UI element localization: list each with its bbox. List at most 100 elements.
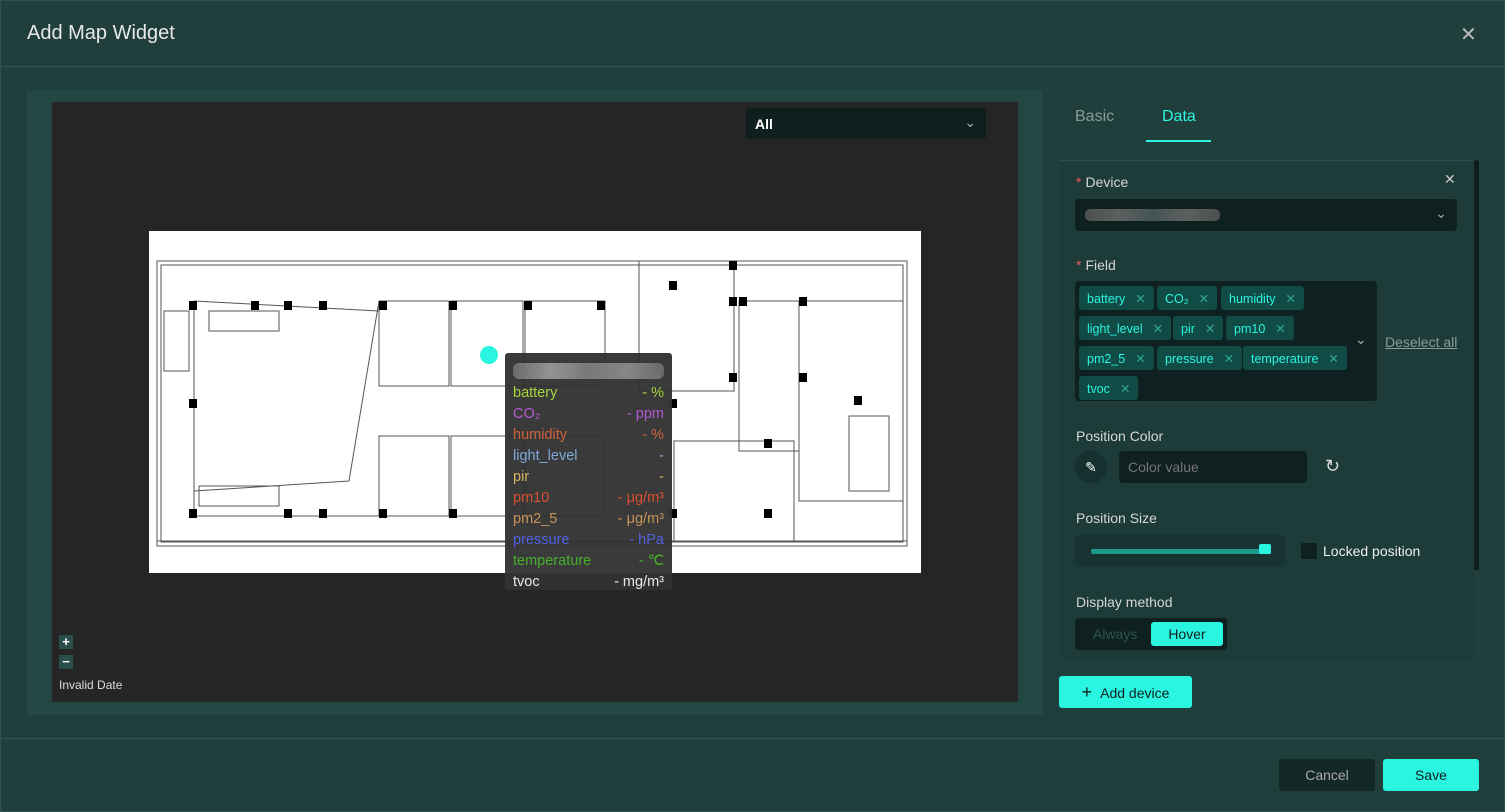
field-tag: CO₂ ✕ <box>1157 286 1218 310</box>
field-tag-label: tvoc <box>1087 382 1110 396</box>
tooltip-value: - μg/m³ <box>617 511 664 527</box>
remove-tag-icon[interactable]: ✕ <box>1328 352 1339 366</box>
eyedropper-icon[interactable]: ✎ <box>1075 451 1107 483</box>
tooltip-value: - <box>659 448 664 464</box>
floor-plan-drawing <box>156 260 908 547</box>
zoom-in-button[interactable]: + <box>59 635 73 649</box>
tooltip-field: battery <box>513 385 558 401</box>
save-button[interactable]: Save <box>1383 759 1479 791</box>
chevron-down-icon[interactable]: ⌄ <box>1355 331 1367 347</box>
tooltip-row: light_level - <box>513 448 664 469</box>
color-value-input[interactable] <box>1119 451 1307 483</box>
tooltip-value: - μg/m³ <box>617 490 664 506</box>
field-tag-label: temperature <box>1251 352 1319 366</box>
tooltip-value: - % <box>642 427 664 443</box>
remove-tag-icon[interactable]: ✕ <box>1152 322 1164 336</box>
zoom-out-button[interactable]: − <box>59 655 73 669</box>
display-option-always[interactable]: Always <box>1093 626 1138 642</box>
remove-tag-icon[interactable]: ✕ <box>1223 352 1235 366</box>
device-position-marker[interactable] <box>480 346 498 364</box>
locked-position-checkbox[interactable] <box>1301 543 1317 559</box>
device-data-tooltip: battery - % CO₂ - ppm humidity - % light_level… <box>505 353 672 590</box>
device-label: * Device <box>1076 174 1129 190</box>
field-tag-label: light_level <box>1087 322 1143 336</box>
field-tag: pir ✕ <box>1173 316 1224 340</box>
field-tag: light_level ✕ <box>1079 316 1172 340</box>
field-multiselect[interactable]: battery ✕ CO₂ ✕ humidity ✕ light_level ✕ pir ✕ pm1… <box>1075 281 1377 401</box>
filter-value: All <box>755 116 773 132</box>
chevron-down-icon: ⌄ <box>1435 205 1447 221</box>
remove-tag-icon[interactable]: ✕ <box>1135 292 1146 306</box>
map-timestamp: Invalid Date <box>59 678 123 692</box>
display-option-hover[interactable]: Hover <box>1151 622 1223 646</box>
position-size-label: Position Size <box>1076 510 1157 526</box>
tooltip-field: pressure <box>513 532 570 548</box>
device-select[interactable]: ⌄ <box>1075 199 1457 231</box>
device-config-card <box>1060 160 1475 660</box>
tooltip-value: - hPa <box>629 532 664 548</box>
scrollbar[interactable] <box>1474 160 1479 570</box>
remove-device-icon[interactable]: ✕ <box>1444 171 1456 187</box>
tooltip-field: pir <box>513 469 530 485</box>
position-size-slider[interactable] <box>1075 535 1285 567</box>
field-tag-label: CO₂ <box>1165 292 1189 306</box>
tooltip-row: humidity - % <box>513 427 664 448</box>
device-name-blurred <box>1085 209 1220 221</box>
field-tag-label: humidity <box>1229 292 1276 306</box>
tooltip-value: - mg/m³ <box>614 574 664 590</box>
position-color-label: Position Color <box>1076 428 1164 444</box>
remove-tag-icon[interactable]: ✕ <box>1275 322 1286 336</box>
display-method-toggle: Always Hover <box>1075 618 1227 650</box>
close-icon[interactable]: ✕ <box>1460 24 1477 46</box>
tooltip-field: humidity <box>513 427 567 443</box>
tooltip-row: CO₂ - ppm <box>513 406 664 427</box>
remove-tag-icon[interactable]: ✕ <box>1135 352 1146 366</box>
reset-color-icon[interactable]: ↻ <box>1325 456 1341 476</box>
remove-tag-icon[interactable]: ✕ <box>1198 292 1210 306</box>
tooltip-value: - ppm <box>626 406 664 422</box>
locked-position-label: Locked position <box>1323 543 1421 559</box>
slider-track <box>1091 549 1271 554</box>
field-tag-label: pm10 <box>1234 322 1266 336</box>
field-tag: pressure ✕ <box>1157 346 1243 370</box>
remove-tag-icon[interactable]: ✕ <box>1285 292 1297 306</box>
tab-basic[interactable]: Basic <box>1075 108 1115 125</box>
display-method-label: Display method <box>1076 594 1173 610</box>
tooltip-value: - % <box>642 385 664 401</box>
field-label: * Field <box>1076 257 1116 273</box>
add-device-button[interactable]: + Add device <box>1059 676 1192 708</box>
deselect-all-link[interactable]: Deselect all <box>1385 334 1458 350</box>
field-tag: battery ✕ <box>1079 286 1154 310</box>
plus-icon: + <box>1081 682 1093 702</box>
field-tag-label: pir <box>1181 322 1195 336</box>
remove-tag-icon[interactable]: ✕ <box>1204 322 1216 336</box>
tooltip-field: temperature <box>513 553 592 569</box>
remove-tag-icon[interactable]: ✕ <box>1119 382 1131 396</box>
tooltip-field: CO₂ <box>513 406 541 422</box>
field-tag-label: pm2_5 <box>1087 352 1126 366</box>
tooltip-row: pressure - hPa <box>513 532 664 553</box>
header-divider <box>0 66 1505 67</box>
tooltip-row: pm2_5 - μg/m³ <box>513 511 664 532</box>
chevron-down-icon: ⌄ <box>964 114 976 130</box>
active-tab-indicator <box>1146 140 1211 142</box>
device-name-blurred <box>513 363 664 379</box>
footer-divider <box>0 738 1505 739</box>
cancel-button[interactable]: Cancel <box>1279 759 1375 791</box>
tab-data[interactable]: Data <box>1162 108 1196 125</box>
device-filter-select[interactable]: All ⌄ <box>746 108 986 139</box>
field-tag-label: pressure <box>1165 352 1214 366</box>
field-tag: pm2_5 ✕ <box>1079 346 1154 370</box>
tooltip-field: light_level <box>513 448 578 464</box>
tooltip-row: battery - % <box>513 385 664 406</box>
tooltip-row: pm10 - μg/m³ <box>513 490 664 511</box>
field-tag: humidity ✕ <box>1221 286 1305 310</box>
tooltip-field: pm2_5 <box>513 511 558 527</box>
tooltip-value: - ℃ <box>638 553 664 569</box>
slider-thumb[interactable] <box>1259 544 1271 554</box>
tooltip-row: temperature - ℃ <box>513 553 664 574</box>
field-tag-label: battery <box>1087 292 1126 306</box>
tooltip-value: - <box>659 469 664 485</box>
dialog-title: Add Map Widget <box>27 22 175 44</box>
tooltip-field: pm10 <box>513 490 550 506</box>
